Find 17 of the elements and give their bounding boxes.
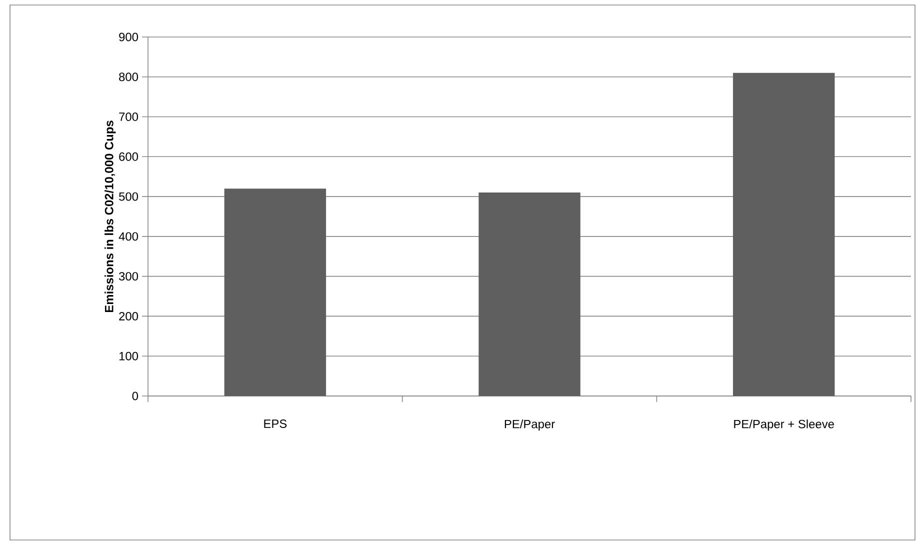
y-tick-label: 800 [119, 72, 138, 82]
y-tick-label: 900 [119, 32, 138, 42]
y-axis-title: Emissions in lbs C02/10,000 Cups [104, 120, 116, 312]
x-tick-label: PE/Paper + Sleeve [734, 420, 834, 431]
x-tick-label: EPS [264, 420, 287, 428]
y-tick-label: 700 [119, 112, 138, 121]
y-tick-label: 500 [119, 192, 138, 201]
bar [478, 192, 580, 396]
y-tick-label: 600 [119, 152, 138, 161]
x-tick-label: PE/Paper [504, 420, 555, 431]
y-tick-label: 100 [119, 352, 138, 360]
bar [732, 72, 835, 396]
y-tick-label: 0 [132, 392, 138, 400]
y-tick-label: 200 [119, 312, 138, 320]
y-tick-label: 300 [118, 272, 138, 281]
y-tick-label: 400 [118, 232, 138, 241]
bar [224, 188, 326, 396]
